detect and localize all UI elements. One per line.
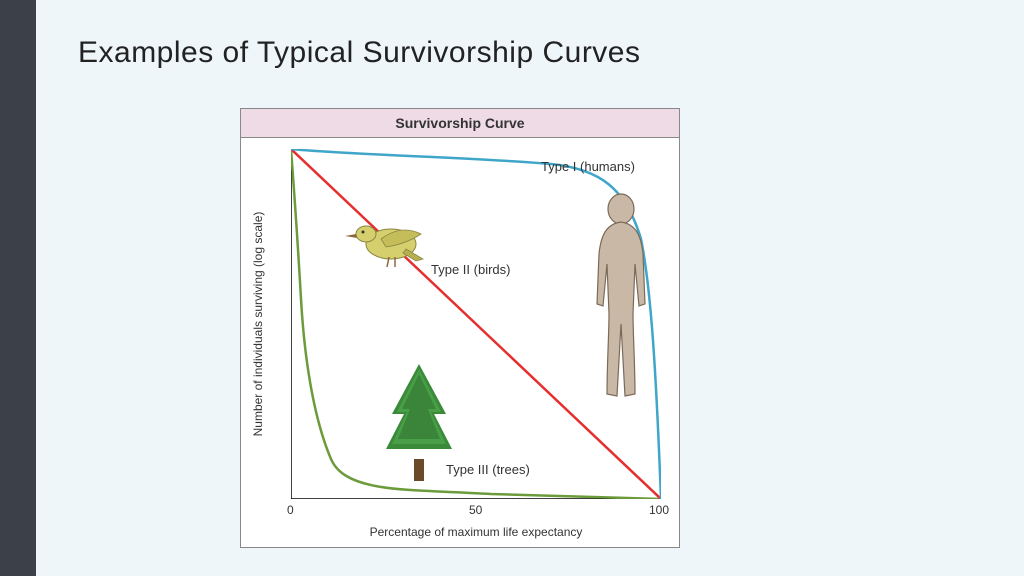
x-tick-0: 0 — [287, 503, 294, 517]
x-tick-50: 50 — [469, 503, 482, 517]
chart-title: Survivorship Curve — [241, 109, 679, 138]
plot-area — [291, 149, 661, 499]
human-icon — [597, 194, 645, 396]
bird-icon — [345, 226, 423, 267]
curve-type2 — [291, 149, 661, 499]
tree-icon — [386, 364, 452, 481]
x-tick-100: 100 — [649, 503, 669, 517]
accent-sidebar — [0, 0, 36, 576]
y-axis-label: Number of individuals surviving (log sca… — [251, 149, 265, 499]
slide-title: Examples of Typical Survivorship Curves — [78, 36, 641, 70]
label-type1: Type I (humans) — [541, 159, 635, 174]
x-axis-label: Percentage of maximum life expectancy — [291, 525, 661, 539]
label-type2: Type II (birds) — [431, 262, 510, 277]
label-type3: Type III (trees) — [446, 462, 530, 477]
chart-frame: Survivorship Curve — [240, 108, 680, 548]
